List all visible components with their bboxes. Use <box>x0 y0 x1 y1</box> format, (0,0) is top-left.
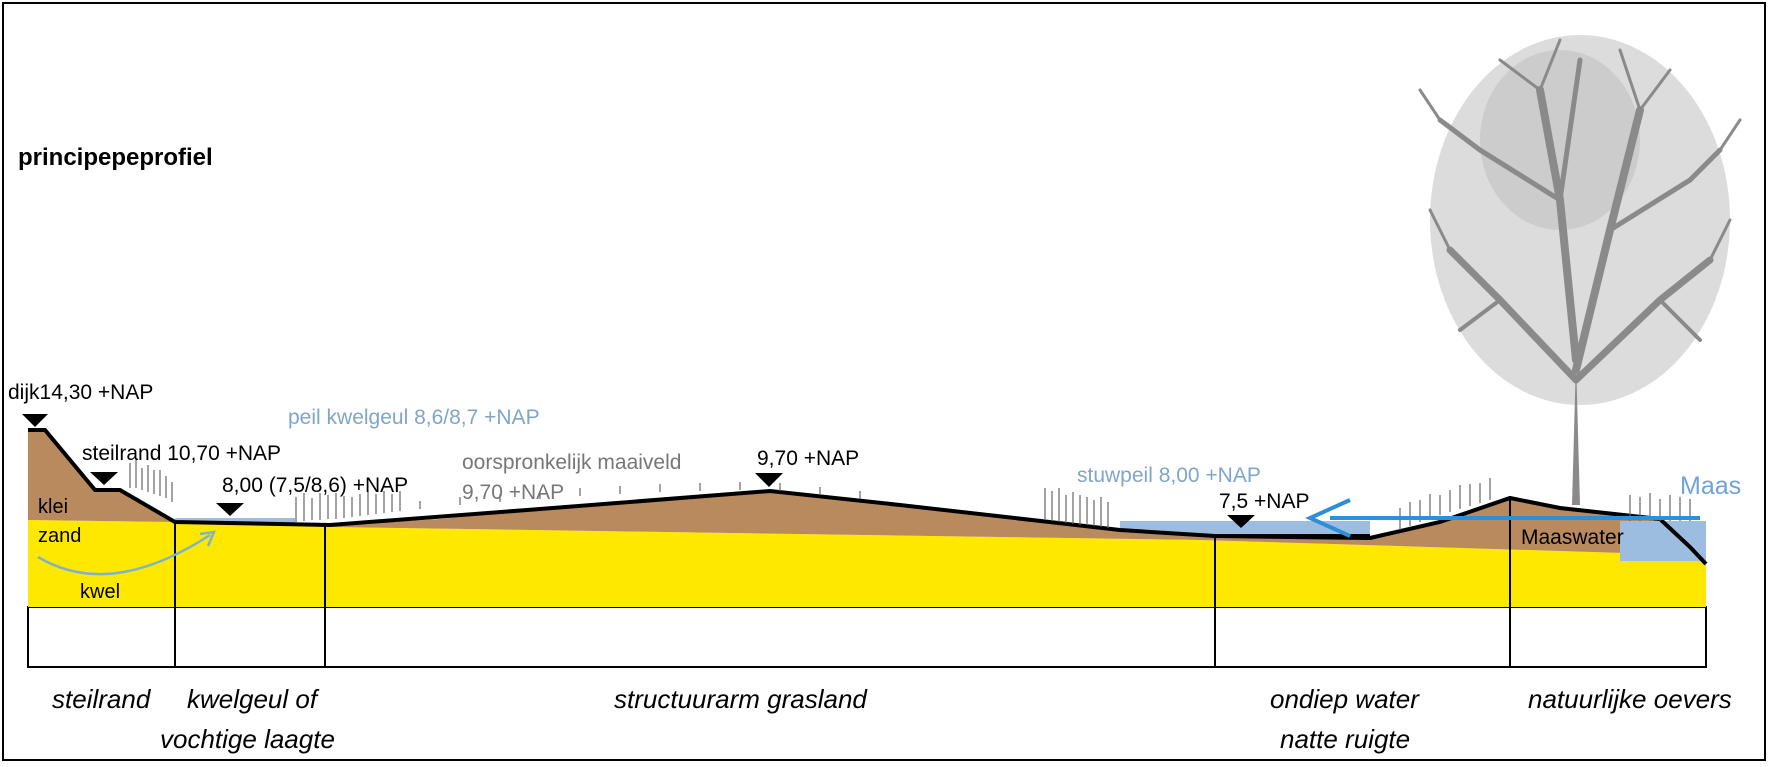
tree-icon <box>1418 35 1742 505</box>
label-kwel: kwel <box>80 581 120 603</box>
diagram-title: principepeprofiel <box>18 144 213 171</box>
label-ondiep-level: 7,5 +NAP <box>1219 490 1309 513</box>
label-peil-kwelgeul: peil kwelgeul 8,6/8,7 +NAP <box>288 406 540 429</box>
label-maas: Maas <box>1680 472 1741 500</box>
label-maaswater: Maaswater <box>1521 526 1624 549</box>
label-stuwpeil: stuwpeil 8,00 +NAP <box>1077 464 1261 487</box>
kwelgeul-water <box>175 518 295 524</box>
label-zand: zand <box>38 525 81 547</box>
zone-kwelgeul: kwelgeul of <box>187 684 320 714</box>
ground-surface-line <box>28 428 1708 566</box>
zone-natuurlijke-oevers: natuurlijke oevers <box>1528 684 1732 714</box>
sand-layer <box>28 520 1706 607</box>
zone-grasland: structuurarm grasland <box>614 684 868 714</box>
zone-dividers <box>174 498 1511 667</box>
label-kwelgeul-level: 8,00 (7,5/8,6) +NAP <box>222 474 408 497</box>
label-top-level: 9,70 +NAP <box>757 447 859 470</box>
label-dijk: dijk14,30 +NAP <box>8 381 153 404</box>
level-marker-icon <box>22 414 1255 528</box>
label-steilrand-level: steilrand 10,70 +NAP <box>82 442 281 465</box>
zone-natte-ruigte: natte ruigte <box>1280 724 1410 754</box>
zone-ondiep-water: ondiep water <box>1270 684 1420 714</box>
label-klei: klei <box>38 496 68 518</box>
maas-flow-arrow <box>1305 498 1700 538</box>
label-maaiveld: oorspronkelijk maaiveld <box>462 451 681 474</box>
label-maaiveld-value: 9,70 +NAP <box>462 481 564 504</box>
vegetation-hatching <box>129 460 1691 530</box>
zone-kwelgeul-line2: vochtige laagte <box>160 724 335 754</box>
maas-water <box>1620 521 1706 561</box>
zone-steilrand: steilrand <box>52 684 152 714</box>
zone-strip <box>27 606 1707 668</box>
kwel-arrow <box>37 530 217 576</box>
